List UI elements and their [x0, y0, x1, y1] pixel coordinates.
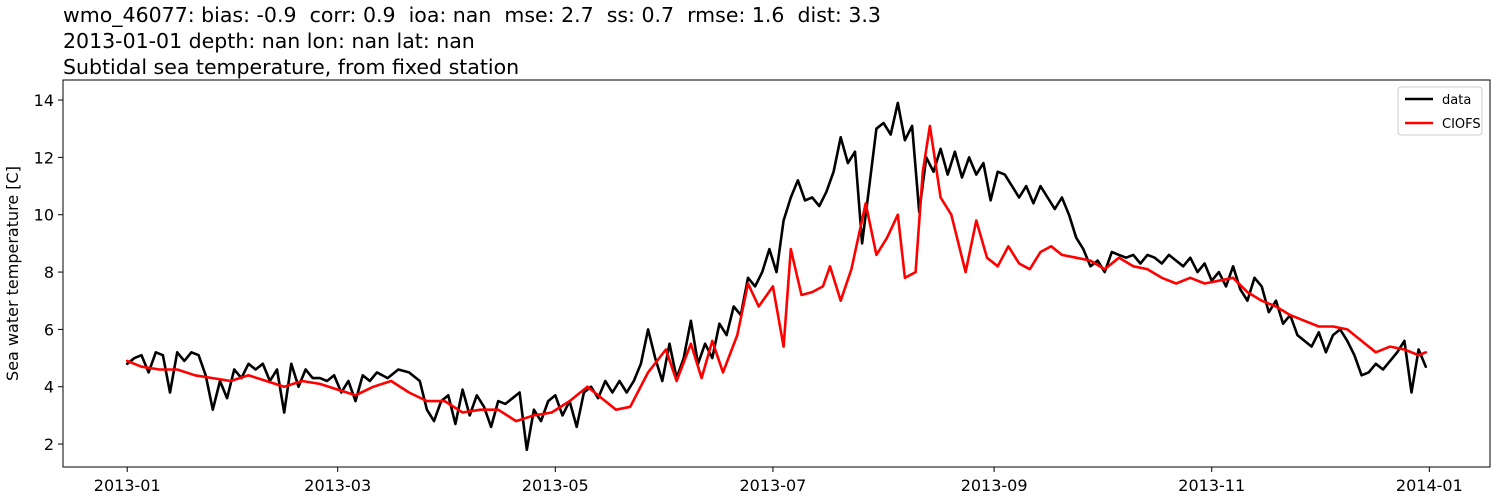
- y-tick-label: 4: [44, 378, 54, 397]
- y-tick-label: 10: [34, 206, 54, 225]
- x-axis: 2013-01 2013-03 2013-05 2013-07 2013-09 2013-…: [94, 467, 1463, 495]
- legend-label-ciofs: CIOFS: [1442, 117, 1481, 132]
- y-axis: 2 4 6 8 10 12 14: [34, 91, 63, 454]
- y-axis-label: Sea water temperature [C]: [3, 166, 22, 381]
- title-line-description: Subtidal sea temperature, from fixed sta…: [63, 55, 520, 79]
- series-line-ciofs: [125, 124, 1428, 423]
- x-tick-label: 2013-03: [304, 476, 371, 495]
- x-tick-label: 2014-01: [1396, 476, 1463, 495]
- title-line-station: 2013-01-01 depth: nan lon: nan lat: nan: [63, 29, 475, 53]
- y-tick-label: 2: [44, 435, 54, 454]
- x-tick-label: 2013-01: [94, 476, 161, 495]
- x-tick-label: 2013-11: [1178, 476, 1245, 495]
- y-tick-label: 8: [44, 263, 54, 282]
- chart-title: wmo_46077: bias: -0.9 corr: 0.9 ioa: nan…: [63, 2, 881, 80]
- plot-frame: [62, 79, 1491, 468]
- legend: data CIOFS: [1397, 86, 1483, 136]
- plot-series: [125, 101, 1428, 452]
- x-tick-label: 2013-07: [740, 476, 807, 495]
- series-line-data: [125, 101, 1428, 452]
- y-tick-label: 14: [34, 91, 54, 110]
- title-line-stats: wmo_46077: bias: -0.9 corr: 0.9 ioa: nan…: [63, 3, 881, 27]
- y-tick-label: 12: [34, 148, 54, 167]
- x-tick-label: 2013-09: [961, 476, 1028, 495]
- x-tick-label: 2013-05: [522, 476, 589, 495]
- legend-label-data: data: [1442, 93, 1471, 108]
- y-tick-label: 6: [44, 320, 54, 339]
